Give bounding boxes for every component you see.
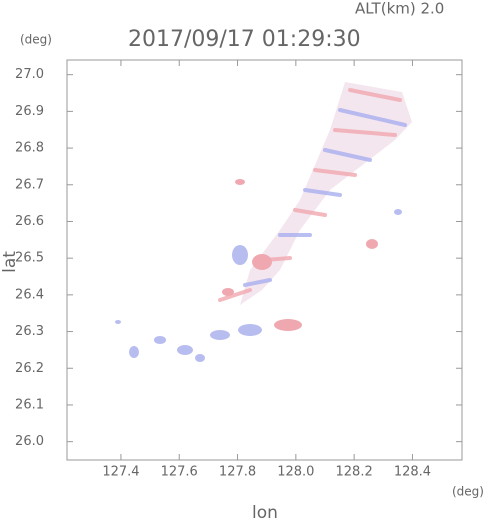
x-unit: (deg) (452, 485, 484, 499)
y-tick-label: 26.2 (15, 361, 44, 376)
y-tick-label: 26.0 (15, 434, 44, 449)
x-tick-label: 128.2 (336, 465, 373, 480)
y-tick-label: 26.6 (15, 214, 44, 229)
chart-title: 2017/09/17 01:29:30 (128, 27, 361, 52)
plot-frame (66, 59, 463, 461)
x-tick-label: 127.6 (161, 465, 198, 480)
y-tick-label: 26.8 (15, 141, 44, 156)
y-axis-label: lat (0, 251, 20, 273)
y-tick-label: 26.1 (15, 397, 44, 412)
y-unit: (deg) (20, 33, 52, 47)
altitude-label: ALT(km) 2.0 (355, 0, 444, 18)
x-tick-label: 127.8 (219, 465, 256, 480)
y-tick-label: 26.9 (15, 104, 44, 119)
x-axis-label: lon (252, 503, 278, 521)
y-tick-label: 26.5 (15, 251, 44, 266)
y-tick-label: 26.7 (15, 177, 44, 192)
radar-echoes (115, 82, 412, 362)
x-tick-label: 128.4 (394, 465, 431, 480)
y-tick-label: 26.4 (15, 287, 44, 302)
x-tick-label: 128.0 (277, 465, 314, 480)
x-tick-label: 127.4 (102, 465, 139, 480)
y-tick-label: 26.3 (15, 324, 44, 339)
y-tick-label: 27.0 (15, 67, 44, 82)
